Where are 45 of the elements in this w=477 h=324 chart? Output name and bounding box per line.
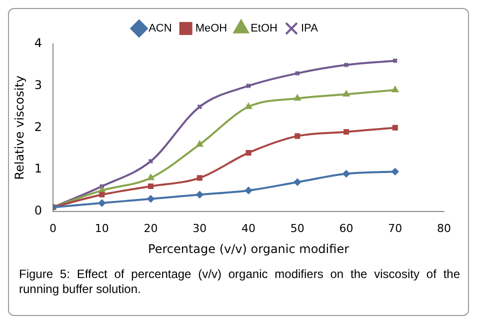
point [294, 70, 300, 76]
y-axis-title: Relative viscosity [12, 76, 26, 180]
point [196, 175, 202, 181]
point [294, 133, 300, 139]
y-tick-label: 3 [34, 78, 42, 92]
y-tick-label: 4 [34, 36, 42, 50]
legend-label: IPA [300, 22, 319, 35]
x-tick-label: 60 [339, 222, 354, 235]
point [245, 103, 252, 110]
point [147, 195, 154, 202]
x-tick-label: 0 [50, 222, 57, 235]
x-tick-label: 20 [144, 222, 158, 235]
x-tick-label: 30 [192, 222, 207, 235]
x-tick-label: 80 [437, 222, 451, 235]
legend-label: EtOH [250, 22, 278, 35]
point [343, 129, 350, 135]
x-tick-label: 40 [242, 222, 256, 235]
y-tick-label: 0 [34, 204, 42, 218]
point [343, 62, 350, 68]
point [99, 192, 105, 198]
point [294, 94, 301, 101]
point [148, 184, 154, 190]
y-tick-label: 2 [34, 120, 42, 134]
point [196, 104, 202, 110]
point [294, 178, 301, 186]
legend-label: MeOH [195, 22, 228, 35]
point [98, 186, 106, 193]
point [245, 186, 252, 194]
point [246, 83, 252, 89]
x-tick-label: 50 [290, 222, 304, 235]
point [392, 86, 398, 92]
point [148, 158, 154, 164]
x-tick-label: 10 [94, 222, 109, 235]
point [98, 200, 106, 207]
caption: Figure 5: Effect of percentage (v/v) organic modifiers on the viscosity of the running buffer solution. [18, 266, 461, 297]
point [342, 170, 350, 178]
x-axis-title: Percentage (v/v) organic modifier [148, 242, 350, 256]
x-tick-label: 70 [388, 222, 402, 235]
point [392, 168, 399, 176]
point [392, 124, 398, 130]
legend-label: ACN [148, 22, 172, 35]
point [196, 140, 203, 147]
point [246, 150, 252, 156]
point [196, 191, 204, 198]
y-tick-label: 1 [34, 162, 42, 176]
